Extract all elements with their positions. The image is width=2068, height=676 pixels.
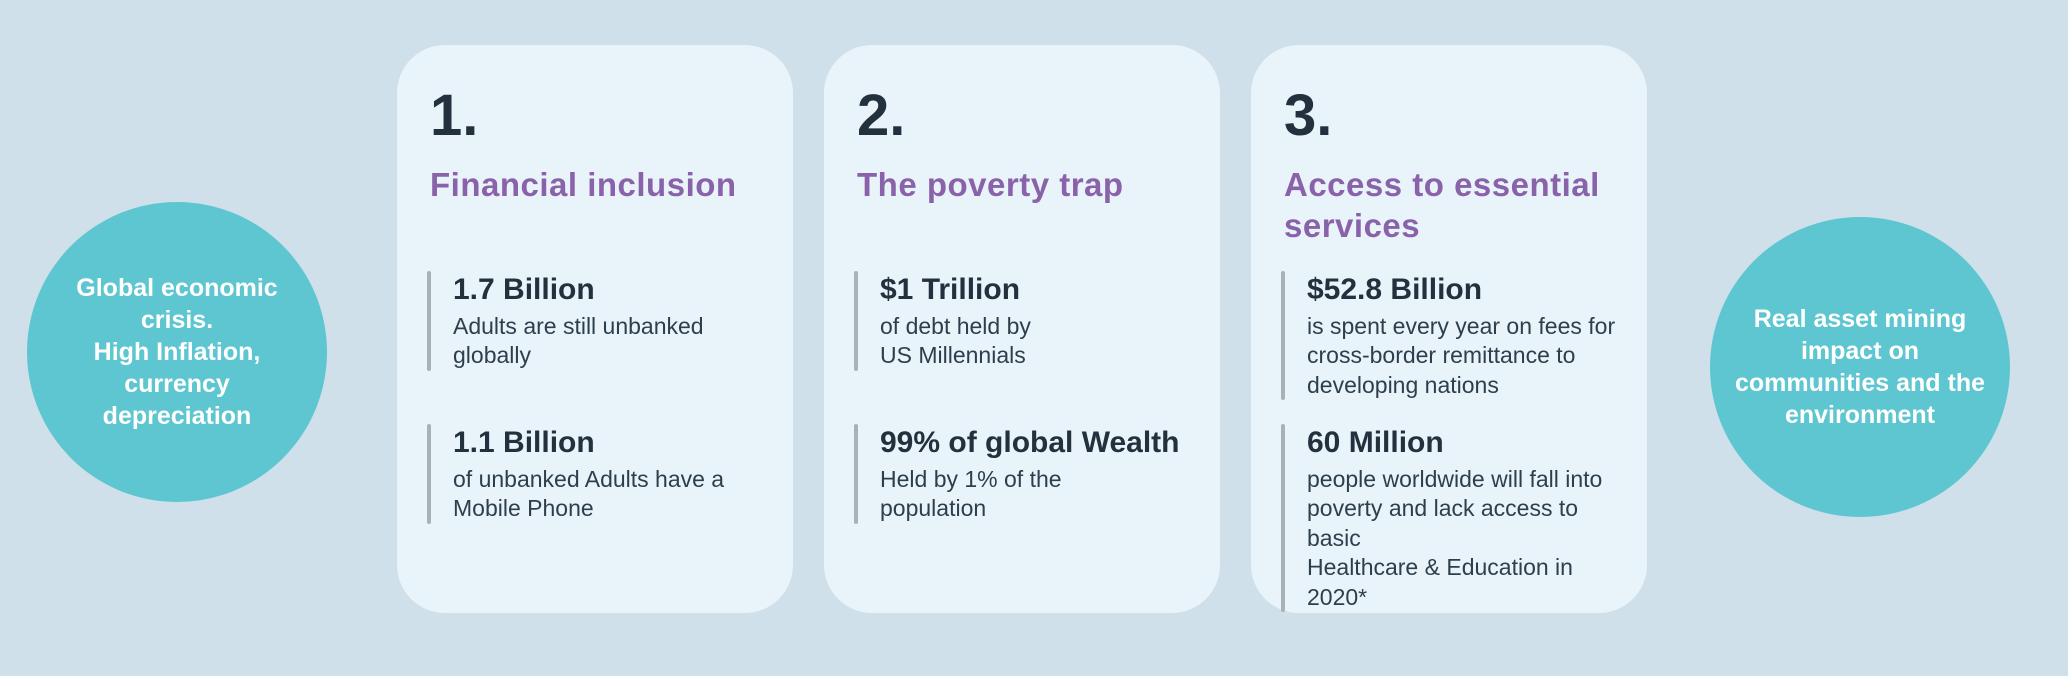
- card-1-title: Financial inclusion: [430, 166, 737, 203]
- stat-value: $52.8 Billion: [1307, 273, 1483, 306]
- stat-content: $1 Trillion of debt held by US Millennia…: [858, 271, 1031, 371]
- left-circle: Global economic crisis. High Inflation, …: [27, 202, 327, 502]
- card-3-stat-2: 60 Million people worldwide will fall in…: [1281, 424, 1629, 613]
- card-3-number: 3.: [1284, 83, 1333, 148]
- right-circle-text: Real asset mining impact on communities …: [1734, 305, 1986, 429]
- stat-content: 1.7 Billion Adults are still unbanked gl…: [431, 271, 704, 371]
- stat-value: 1.1 Billion: [453, 426, 595, 459]
- card-2-title: The poverty trap: [857, 166, 1124, 203]
- stat-accent-bar: [427, 424, 431, 524]
- stat-accent-bar: [854, 271, 858, 371]
- stat-description: of unbanked Adults have a Mobile Phone: [453, 466, 725, 522]
- stat-description: Held by 1% of the population: [880, 466, 1062, 522]
- card-1-stat-2: 1.1 Billion of unbanked Adults have a Mo…: [427, 424, 775, 524]
- card-2-number: 2.: [857, 83, 906, 148]
- stat-accent-bar: [854, 424, 858, 524]
- card-3-title: Access to essential services: [1284, 166, 1600, 244]
- stat-content: $52.8 Billion is spent every year on fee…: [1285, 271, 1615, 400]
- card-poverty-trap: 2. The poverty trap $1 Trillion of debt …: [824, 45, 1220, 613]
- card-1-number: 1.: [430, 83, 479, 148]
- stat-value: 99% of global Wealth: [880, 426, 1180, 459]
- stat-accent-bar: [427, 271, 431, 371]
- card-access-essential-services: 3. Access to essential services $52.8 Bi…: [1251, 45, 1647, 613]
- stat-description: is spent every year on fees for cross-bo…: [1307, 313, 1616, 398]
- stat-description: Adults are still unbanked globally: [453, 313, 704, 369]
- stat-value: 60 Million: [1307, 426, 1444, 459]
- card-2-stat-2: 99% of global Wealth Held by 1% of the p…: [854, 424, 1202, 524]
- stat-value: $1 Trillion: [880, 273, 1021, 306]
- stat-content: 99% of global Wealth Held by 1% of the p…: [858, 424, 1180, 524]
- stat-accent-bar: [1281, 271, 1285, 401]
- card-3-stat-1: $52.8 Billion is spent every year on fee…: [1281, 271, 1629, 401]
- stat-description: of debt held by US Millennials: [880, 313, 1031, 369]
- left-circle-text: Global economic crisis. High Inflation, …: [76, 274, 278, 430]
- right-circle: Real asset mining impact on communities …: [1710, 217, 2010, 517]
- stat-content: 60 Million people worldwide will fall in…: [1285, 424, 1629, 612]
- stat-accent-bar: [1281, 424, 1285, 613]
- card-2-stat-1: $1 Trillion of debt held by US Millennia…: [854, 271, 1202, 371]
- stat-value: 1.7 Billion: [453, 273, 595, 306]
- card-financial-inclusion: 1. Financial inclusion 1.7 Billion Adult…: [397, 45, 793, 613]
- card-1-stat-1: 1.7 Billion Adults are still unbanked gl…: [427, 271, 775, 371]
- stat-description: people worldwide will fall into poverty …: [1307, 466, 1603, 610]
- stat-content: 1.1 Billion of unbanked Adults have a Mo…: [431, 424, 724, 524]
